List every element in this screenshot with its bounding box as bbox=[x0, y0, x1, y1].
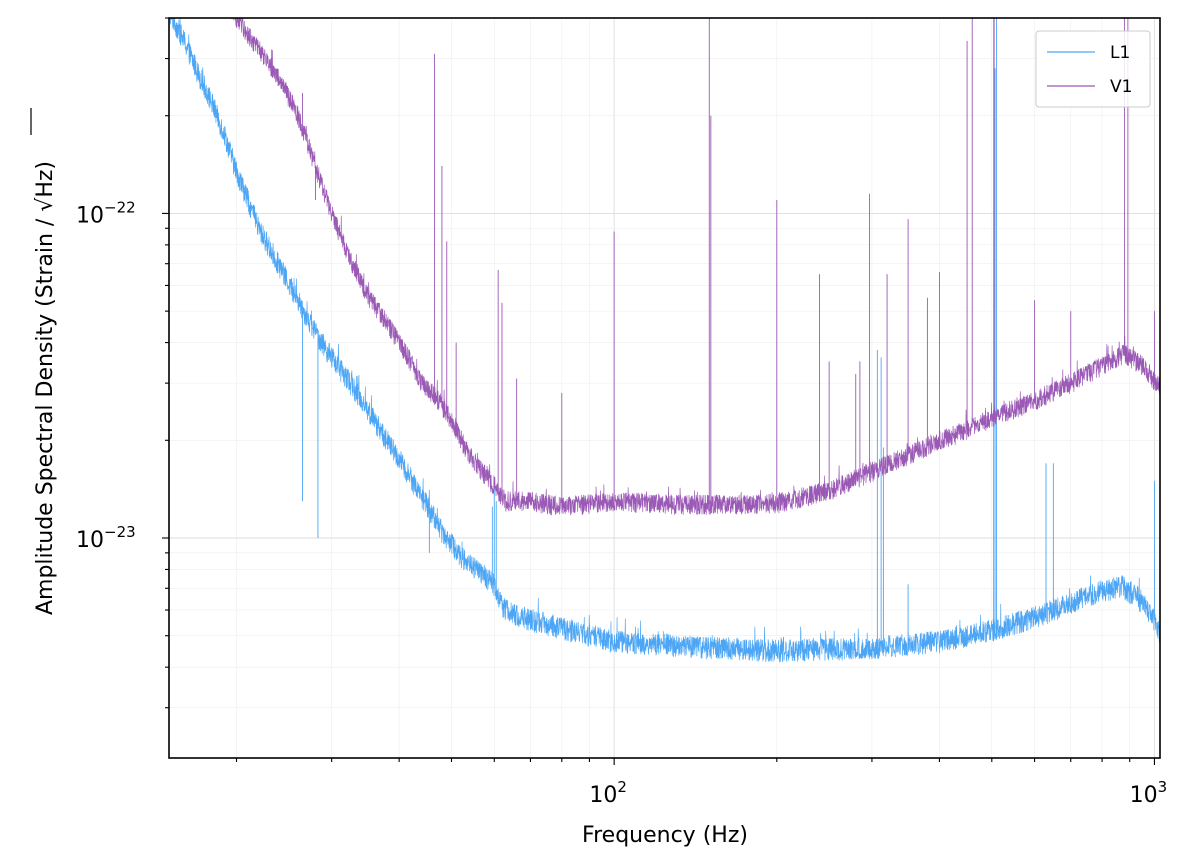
y-axis-label: Amplitude Spectral Density (Strain / √Hz… bbox=[33, 161, 58, 615]
axis-ticks: 102 103 10−22 10−23 bbox=[76, 17, 1168, 808]
legend-label-v1: V1 bbox=[1110, 77, 1132, 97]
y-axis-label-sqrt-arg: Hz bbox=[33, 170, 58, 198]
x-tick-label: 102 bbox=[589, 778, 627, 808]
x-axis-label: Frequency (Hz) bbox=[582, 823, 748, 848]
legend: L1 V1 bbox=[1035, 30, 1151, 108]
sqrt-symbol: √ bbox=[33, 197, 58, 212]
x-tick-label: 103 bbox=[1130, 778, 1168, 808]
plot-frame bbox=[168, 17, 1161, 759]
y-tick-label: 10−23 bbox=[76, 523, 136, 553]
legend-box bbox=[1035, 30, 1151, 108]
svg-text:Amplitude Spectral Density (St: Amplitude Spectral Density (Strain / √Hz… bbox=[33, 161, 58, 615]
series-layer bbox=[168, 17, 1161, 663]
legend-label-l1: L1 bbox=[1110, 43, 1130, 63]
y-axis-label-suffix: ) bbox=[33, 161, 58, 170]
y-tick-label: 10−22 bbox=[76, 198, 136, 228]
y-axis-label-prefix: Amplitude Spectral Density (Strain / bbox=[33, 212, 58, 615]
series-line-v1 bbox=[168, 17, 1161, 516]
